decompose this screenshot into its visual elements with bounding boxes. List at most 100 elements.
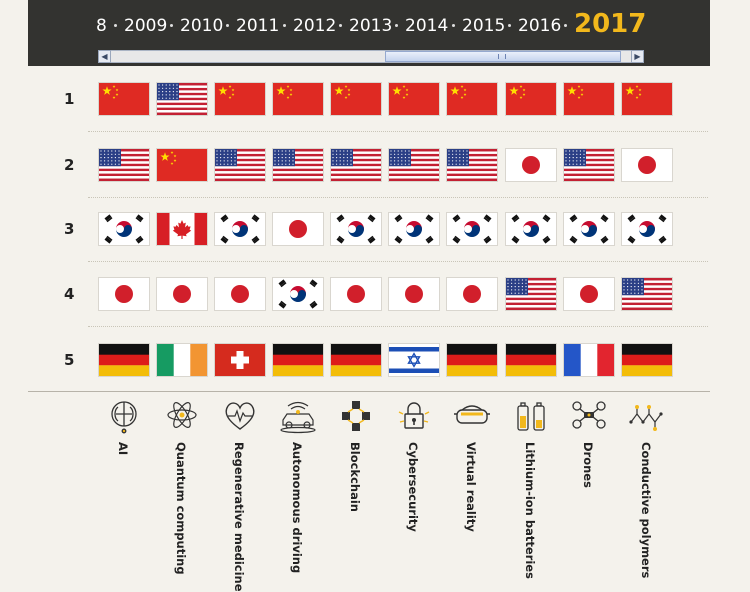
flag-usa-icon[interactable] [331, 149, 381, 181]
technology-label: Autonomous driving [290, 442, 304, 574]
flag-china-icon[interactable] [157, 149, 207, 181]
flag-korea-icon[interactable] [215, 213, 265, 245]
year-2011[interactable]: 2011 [236, 16, 280, 36]
year-separator-dot [226, 24, 229, 27]
quantum-atom-icon [162, 398, 202, 434]
flag-usa-icon[interactable] [564, 149, 614, 181]
flag-usa-icon[interactable] [447, 149, 497, 181]
scrollbar-grip-icon [498, 54, 506, 59]
flag-korea-icon[interactable] [331, 213, 381, 245]
flag-korea-icon[interactable] [506, 213, 556, 245]
flag-germany-icon[interactable] [331, 344, 381, 376]
rank-label-4: 4 [64, 285, 75, 303]
flag-china-icon[interactable] [447, 83, 497, 115]
year-separator-dot [395, 24, 398, 27]
technology-label: Blockchain [348, 442, 362, 512]
flag-japan-icon[interactable] [331, 278, 381, 310]
flag-japan-icon[interactable] [389, 278, 439, 310]
year-2012[interactable]: 2012 [293, 16, 337, 36]
drone-icon [569, 398, 609, 434]
flag-japan-icon[interactable] [506, 149, 556, 181]
flag-japan-icon[interactable] [99, 278, 149, 310]
flag-usa-icon[interactable] [215, 149, 265, 181]
year-2009[interactable]: 2009 [124, 16, 168, 36]
year-separator-dot [564, 24, 567, 27]
flag-korea-icon[interactable] [99, 213, 149, 245]
year-timeline-bar: 8 2009 2010 2011 2012 2013 2014 2015 2016 2017 ◀ … [28, 0, 710, 66]
technology-label: AI [116, 442, 130, 456]
flag-usa-icon[interactable] [273, 149, 323, 181]
flag-japan-icon[interactable] [157, 278, 207, 310]
flag-china-icon[interactable] [506, 83, 556, 115]
flag-usa-icon[interactable] [157, 83, 207, 115]
technology-label: Lithium-ion batteries [523, 442, 537, 579]
scroll-right-arrow-icon[interactable]: ▶ [631, 50, 644, 63]
flag-korea-icon[interactable] [389, 213, 439, 245]
flag-usa-icon[interactable] [99, 149, 149, 181]
flag-korea-icon[interactable] [273, 278, 323, 310]
ai-brain-icon [104, 398, 144, 434]
flag-usa-icon[interactable] [389, 149, 439, 181]
year-separator-dot [170, 24, 173, 27]
flag-korea-icon[interactable] [564, 213, 614, 245]
flag-france-icon[interactable] [564, 344, 614, 376]
technology-label: Cybersecurity [406, 442, 420, 532]
year-separator-dot [114, 24, 117, 27]
timeline-scrollbar[interactable]: ◀ ▶ [98, 50, 644, 63]
axis-line [28, 391, 710, 392]
year-2017[interactable]: 2017 [574, 9, 647, 39]
battery-icon [511, 398, 551, 434]
year-2014[interactable]: 2014 [405, 16, 449, 36]
flag-china-icon[interactable] [215, 83, 265, 115]
flag-japan-icon[interactable] [622, 149, 672, 181]
flag-korea-icon[interactable] [622, 213, 672, 245]
heart-pulse-icon [220, 398, 260, 434]
flag-china-icon[interactable] [564, 83, 614, 115]
row-separator [88, 326, 708, 327]
row-separator [88, 261, 708, 262]
flag-japan-icon[interactable] [447, 278, 497, 310]
autonomous-car-icon [278, 398, 318, 434]
flag-israel-icon[interactable] [389, 344, 439, 376]
scrollbar-thumb[interactable] [385, 51, 621, 62]
technology-label: Conductive polymers [639, 442, 653, 579]
flag-china-icon[interactable] [99, 83, 149, 115]
flag-ireland-icon[interactable] [157, 344, 207, 376]
year-2016[interactable]: 2016 [518, 16, 562, 36]
flag-germany-icon[interactable] [622, 344, 672, 376]
year-2010[interactable]: 2010 [180, 16, 224, 36]
flag-china-icon[interactable] [389, 83, 439, 115]
year-2015[interactable]: 2015 [462, 16, 506, 36]
year-2013[interactable]: 2013 [349, 16, 393, 36]
flag-korea-icon[interactable] [447, 213, 497, 245]
year-separator-dot [508, 24, 511, 27]
year-separator-dot [339, 24, 342, 27]
flag-germany-icon[interactable] [273, 344, 323, 376]
technology-label: Drones [581, 442, 595, 488]
scroll-left-arrow-icon[interactable]: ◀ [98, 50, 111, 63]
flag-germany-icon[interactable] [99, 344, 149, 376]
technology-label: Regenerative medicine [232, 442, 246, 592]
padlock-icon [394, 398, 434, 434]
flag-switzerland-icon[interactable] [215, 344, 265, 376]
year-8[interactable]: 8 [96, 16, 107, 36]
row-separator [88, 131, 708, 132]
flag-china-icon[interactable] [622, 83, 672, 115]
flag-china-icon[interactable] [331, 83, 381, 115]
flag-usa-icon[interactable] [622, 278, 672, 310]
flag-germany-icon[interactable] [447, 344, 497, 376]
flag-china-icon[interactable] [273, 83, 323, 115]
flag-japan-icon[interactable] [215, 278, 265, 310]
flag-germany-icon[interactable] [506, 344, 556, 376]
rank-label-1: 1 [64, 90, 75, 108]
vr-headset-icon [452, 398, 492, 434]
technology-label: Quantum computing [174, 442, 188, 575]
flag-japan-icon[interactable] [564, 278, 614, 310]
row-separator [88, 197, 708, 198]
flag-japan-icon[interactable] [273, 213, 323, 245]
flag-usa-icon[interactable] [506, 278, 556, 310]
technology-label: Virtual reality [464, 442, 478, 532]
flag-canada-icon[interactable] [157, 213, 207, 245]
polymer-chain-icon [627, 398, 667, 434]
blockchain-cubes-icon [336, 398, 376, 434]
